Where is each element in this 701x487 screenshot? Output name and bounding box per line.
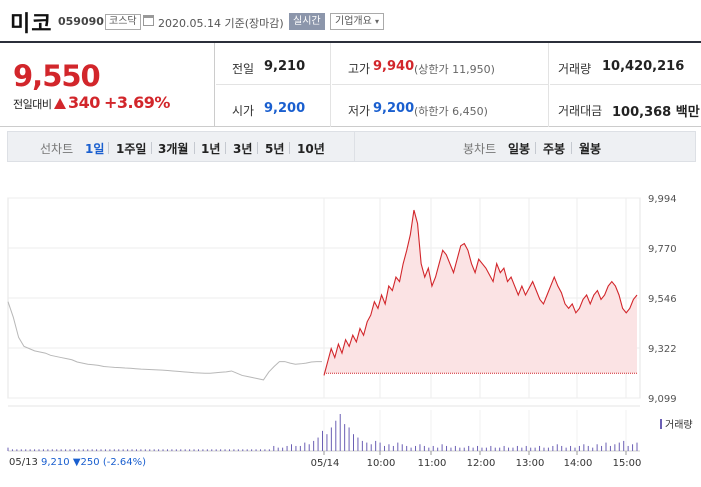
low-value: 9,200 <box>373 101 415 116</box>
chevron-down-icon: ▾ <box>375 17 380 26</box>
volume-legend-label: 거래량 <box>665 420 693 431</box>
x-tick-label: 15:00 <box>613 458 642 467</box>
tab-10years[interactable]: 10년 <box>297 142 325 156</box>
tab-separator <box>151 142 152 154</box>
tab-weekly-candle[interactable]: 주봉 <box>543 142 566 156</box>
tab-separator <box>571 142 572 154</box>
tab-monthly-candle[interactable]: 월봉 <box>579 142 602 156</box>
low-label: 저가 <box>348 104 371 118</box>
x-tick-label: 13:00 <box>516 458 545 467</box>
low-row: 저가 9,200 (하한가 6,450) <box>332 85 548 127</box>
today-line <box>323 209 638 376</box>
realtime-button[interactable]: 실시간 <box>289 13 325 30</box>
prev-close-value: 9,210 <box>264 59 306 74</box>
volume-value: 10,420,216 <box>602 59 685 74</box>
y-tick-label: 9,322 <box>648 344 677 355</box>
reference-date: 2020.05.14 기준(장마감) <box>158 17 284 30</box>
tab-1day[interactable]: 1일 <box>85 142 105 156</box>
tab-separator <box>289 142 290 154</box>
change-value: 340 <box>68 93 100 112</box>
market-badge: 코스닥 <box>105 14 141 30</box>
y-axis-ticks: 9,994 9,770 9,546 9,322 9,099 <box>648 194 677 405</box>
y-tick-label: 9,099 <box>648 394 677 405</box>
tab-group-divider <box>354 132 355 161</box>
x-tick-label: 05/14 <box>311 458 340 467</box>
current-price-box: 9,550 전일대비 340 +3.69% <box>0 43 215 127</box>
x-tick-label: 12:00 <box>467 458 496 467</box>
prev-day-series <box>7 301 322 381</box>
amount-label: 거래대금 <box>558 104 603 118</box>
open-value: 9,200 <box>264 101 306 116</box>
tab-1week[interactable]: 1주일 <box>116 142 147 156</box>
stock-name: 미코 <box>10 12 53 37</box>
tab-separator <box>257 142 258 154</box>
prev-day-line <box>7 301 322 381</box>
price-chart[interactable]: 9,994 9,770 9,546 9,322 9,099 05/14 10:00 11:0… <box>0 162 701 467</box>
prev-day-price: 9,210 <box>41 457 70 468</box>
change-label: 전일대비 <box>13 98 52 111</box>
company-overview-label: 기업개요 <box>335 16 372 27</box>
x-tick-label: 10:00 <box>367 458 396 467</box>
tab-3months[interactable]: 3개월 <box>158 142 189 156</box>
stats-grid: 전일 9,210 시가 9,200 고가 9,940 (상한가 11,950) … <box>216 43 701 127</box>
high-label: 고가 <box>348 62 371 76</box>
prev-day-percent: (-2.64%) <box>102 457 146 468</box>
prev-day-change: ▼250 <box>72 457 100 468</box>
x-tick-label: 11:00 <box>418 458 447 467</box>
tab-3years[interactable]: 3년 <box>233 142 253 156</box>
high-row: 고가 9,940 (상한가 11,950) <box>332 43 548 85</box>
stock-header: 미코 059090 코스닥 2020.05.14 기준(장마감) 실시간 기업개… <box>0 0 701 43</box>
up-triangle-icon <box>54 98 66 109</box>
tab-separator <box>194 142 195 154</box>
y-tick-label: 9,994 <box>648 194 677 205</box>
today-fill-area <box>324 210 637 376</box>
tab-daily-candle[interactable]: 일봉 <box>508 142 531 156</box>
open-label: 시가 <box>232 104 255 118</box>
upper-limit: (상한가 11,950) <box>414 63 495 76</box>
lower-limit: (하한가 6,450) <box>414 105 488 118</box>
volume-legend: 거래량 <box>660 416 693 431</box>
chart-period-tabs: 선차트 1일 1주일 3개월 1년 3년 5년 10년 봉차트 일봉 주봉 월봉 <box>7 131 696 162</box>
volume-legend-swatch <box>660 419 662 429</box>
line-chart-label: 선차트 <box>40 142 74 156</box>
today-series <box>323 209 638 376</box>
prev-close-row: 전일 9,210 <box>216 43 330 85</box>
high-value: 9,940 <box>373 59 415 74</box>
prev-day-date: 05/13 <box>9 457 38 468</box>
current-price: 9,550 <box>13 59 101 93</box>
stock-code: 059090 <box>58 15 104 28</box>
tab-separator <box>225 142 226 154</box>
y-tick-label: 9,546 <box>648 294 677 305</box>
volume-label: 거래량 <box>558 62 592 76</box>
tab-1year[interactable]: 1년 <box>201 142 221 156</box>
prev-close-label: 전일 <box>232 62 255 76</box>
volume-row: 거래량 10,420,216 <box>550 43 701 85</box>
tab-separator <box>108 142 109 154</box>
company-overview-dropdown[interactable]: 기업개요 ▾ <box>330 13 385 30</box>
candle-chart-label: 봉차트 <box>463 142 497 156</box>
y-tick-label: 9,770 <box>648 244 677 255</box>
price-panel: 9,550 전일대비 340 +3.69% 전일 9,210 시가 9,200 … <box>0 43 701 127</box>
volume-bars <box>7 414 638 451</box>
x-tick-label: 14:00 <box>564 458 593 467</box>
prev-day-summary: 05/13 9,210 ▼250 (-2.64%) <box>9 457 146 468</box>
open-row: 시가 9,200 <box>216 85 330 127</box>
amount-row: 거래대금 100,368 백만 <box>550 85 701 127</box>
today-area <box>324 210 637 376</box>
x-axis-ticks: 05/14 10:00 11:00 12:00 13:00 14:00 15:00 <box>311 451 642 467</box>
tab-separator <box>535 142 536 154</box>
calendar-icon <box>143 15 154 26</box>
amount-value: 100,368 백만 <box>612 105 700 120</box>
change-percent: +3.69% <box>104 93 170 112</box>
tab-5years[interactable]: 5년 <box>265 142 285 156</box>
